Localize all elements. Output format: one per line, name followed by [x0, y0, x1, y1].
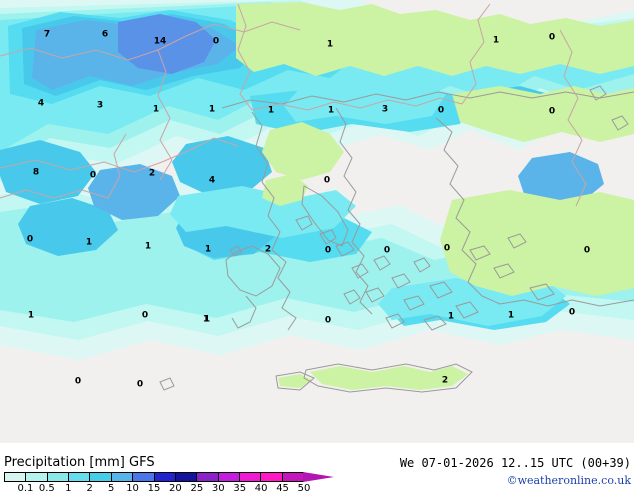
country-borders — [0, 3, 587, 207]
colorbar-swatch — [69, 473, 91, 481]
model-run-timestamp: We 07-01-2026 12..15 UTC (00+39) — [399, 456, 631, 470]
vegetation-polygons — [236, 2, 634, 390]
colorbar-tick: 0.1 — [17, 483, 34, 494]
precipitation-map[interactable]: 7 6 14 0 1 1 0 4 3 1 1 1 1 3 0 0 8 0 2 4 0 2 0 1 1 1 2 0 0 0 0 1 0 1 1 0 1 1 0… — [0, 0, 634, 443]
colorbar-tick: 30 — [211, 483, 225, 494]
colorbar-swatch — [218, 473, 240, 481]
colorbar-swatch — [239, 473, 262, 481]
colorbar-tick: 40 — [254, 483, 268, 494]
colorbar-swatch — [154, 473, 176, 481]
map-footer: Precipitation [mm] GFS We 07-01-2026 12.… — [0, 443, 634, 494]
colorbar-swatch — [90, 473, 112, 481]
colorbar-tick: 35 — [233, 483, 247, 494]
legend-title: Precipitation [mm] GFS — [4, 455, 155, 470]
colorbar-swatch — [47, 473, 70, 481]
map-canvas — [0, 0, 634, 393]
colorbar-swatch — [26, 473, 48, 481]
colorbar-tick: 20 — [169, 483, 182, 494]
colorbar-swatch — [175, 473, 198, 481]
colorbar-tick: 45 — [276, 483, 289, 494]
colorbar-swatch — [111, 473, 134, 481]
colorbar-swatch — [261, 473, 283, 481]
colorbar-tick: 2 — [86, 483, 93, 494]
colorbar-tick: 0.5 — [38, 483, 55, 494]
colorbar-tick: 10 — [126, 483, 139, 494]
colorbar-tick: 1 — [65, 483, 72, 494]
colorbar-tick: 15 — [147, 483, 161, 494]
precipitation-colorbar[interactable]: 0.1 0.5 1 2 5 10 15 20 25 30 35 40 45 50 — [4, 472, 334, 494]
colorbar-swatch — [197, 473, 219, 481]
colorbar-tick-labels: 0.1 0.5 1 2 5 10 15 20 25 30 35 40 45 50 — [4, 483, 314, 495]
colorbar-overflow-arrow-icon — [303, 472, 334, 482]
colorbar-swatch — [133, 473, 155, 481]
colorbar-tick: 5 — [107, 483, 115, 494]
colorbar-swatches[interactable] — [4, 472, 304, 482]
colorbar-tick: 50 — [297, 483, 311, 494]
colorbar-tick: 25 — [190, 483, 204, 494]
colorbar-swatch — [282, 473, 304, 481]
coastlines — [159, 85, 634, 393]
colorbar-swatch — [5, 473, 27, 481]
copyright-notice: ©weatheronline.co.uk — [506, 474, 631, 487]
